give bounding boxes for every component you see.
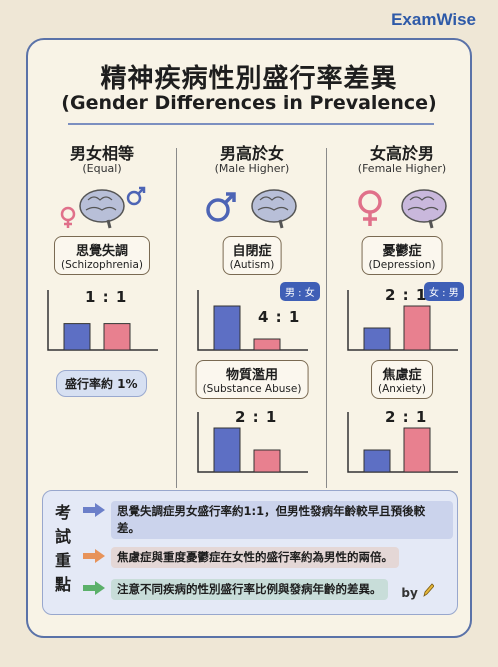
disorder-name-en: (Autism) — [229, 259, 275, 271]
gender-icons — [328, 180, 476, 230]
male-symbol-icon — [206, 192, 236, 222]
key-points-panel: 考試重點 思覺失調症男女盛行率約1:1，但男性發病年齡較早且預後較差。 焦慮症與… — [42, 490, 458, 615]
disorder-label-substance-abuse: 物質濫用 (Substance Abuse) — [195, 360, 309, 399]
column-heading: 男高於女 — [219, 144, 284, 163]
key-point-text: 思覺失調症男女盛行率約1:1，但男性發病年齡較早且預後較差。 — [111, 501, 453, 539]
disorder-label-anxiety: 焦慮症 (Anxiety) — [371, 360, 433, 399]
disorder-label-autism: 自閉症 (Autism) — [222, 236, 282, 275]
pencil-icon — [423, 583, 435, 597]
female-bar — [403, 427, 431, 473]
ratio-label: 4 : 1 — [258, 308, 301, 326]
disorder-name-en: (Schizophrenia) — [60, 259, 144, 271]
key-point-item: 注意不同疾病的性別盛行率比例與發病年齡的差異。 — [83, 579, 453, 600]
column-female-higher: 女高於男 (Female Higher) 憂鬱症 (Depression) 女 … — [328, 140, 476, 500]
column-subheading: (Female Higher) — [357, 162, 447, 175]
ratio-label: 2 : 1 — [385, 408, 428, 426]
ratio-bars — [197, 412, 308, 473]
disorder-name: 焦慮症 — [382, 368, 422, 383]
ratio-bars — [347, 412, 458, 473]
key-point-text: 注意不同疾病的性別盛行率比例與發病年齡的差異。 — [111, 579, 388, 600]
column-equal: 男女相等 (Equal) — [28, 140, 176, 500]
female-bar — [403, 305, 431, 351]
column-heading: 男女相等 — [69, 144, 134, 163]
ratio-chart: 4 : 1 — [192, 286, 312, 356]
arrow-right-icon — [83, 549, 105, 563]
arrow-right-icon — [83, 581, 105, 595]
disorder-label-depression: 憂鬱症 (Depression) — [361, 236, 443, 275]
byline-text: by — [401, 586, 418, 600]
key-point-text: 焦慮症與重度憂鬱症在女性的盛行率約為男性的兩倍。 — [111, 547, 399, 568]
male-bar — [213, 427, 241, 473]
column-subheading: (Equal) — [82, 162, 122, 175]
ratio-legend: 男 : 女 — [280, 282, 320, 301]
female-symbol-icon — [358, 190, 382, 226]
ratio-chart: 1 : 1 — [42, 286, 162, 356]
disorder-name: 物質濫用 — [225, 368, 279, 383]
male-bar — [63, 323, 91, 351]
female-symbol-icon — [60, 206, 76, 228]
female-bar — [253, 338, 281, 351]
key-point-item: 焦慮症與重度憂鬱症在女性的盛行率約為男性的兩倍。 — [83, 547, 453, 568]
ratio-label: 2 : 1 — [235, 408, 278, 426]
disorder-name-en: (Anxiety) — [378, 383, 426, 395]
column-divider — [176, 148, 177, 488]
male-symbol-icon — [126, 186, 146, 206]
page-title: 精神疾病性別盛行率差異 — [100, 64, 398, 94]
disorder-name: 憂鬱症 — [382, 244, 422, 259]
byline: by — [401, 583, 435, 600]
ratio-label: 1 : 1 — [85, 288, 128, 306]
prevalence-note: 盛行率約 1% — [56, 370, 147, 397]
ratio-bars — [347, 290, 458, 351]
ratio-label: 2 : 1 — [385, 286, 428, 304]
ratio-bars — [47, 290, 158, 351]
ratio-bars — [197, 290, 308, 351]
disorder-name: 自閉症 — [232, 244, 272, 259]
column-male-higher: 男高於女 (Male Higher) 自閉症 (Autism) 男 : 女 — [178, 140, 326, 500]
brain-icon — [251, 189, 297, 229]
ratio-chart: 2 : 1 — [342, 408, 462, 478]
disorder-name-en: (Depression) — [368, 259, 436, 271]
gender-icons — [28, 180, 176, 230]
gender-icons — [178, 180, 326, 230]
ratio-chart: 2 : 1 — [342, 286, 462, 356]
brand-logo: ExamWise — [391, 10, 476, 29]
infographic-card: 精神疾病性別盛行率差異 (Gender Differences in Preva… — [26, 38, 472, 638]
male-bar — [213, 305, 241, 351]
brain-icon — [401, 189, 447, 229]
disorder-name: 思覺失調 — [75, 244, 129, 259]
disorder-label-schizophrenia: 思覺失調 (Schizophrenia) — [53, 236, 151, 275]
page-subtitle: (Gender Differences in Prevalence) — [61, 92, 437, 114]
title-underline — [68, 123, 434, 125]
male-bar — [363, 327, 391, 351]
ratio-legend: 女 : 男 — [424, 282, 464, 301]
column-divider — [326, 148, 327, 488]
male-bar — [363, 449, 391, 473]
column-subheading: (Male Higher) — [214, 162, 290, 175]
ratio-chart: 2 : 1 — [192, 408, 312, 478]
female-bar — [253, 449, 281, 473]
key-points-title: 考試重點 — [54, 503, 71, 594]
arrow-right-icon — [83, 503, 105, 517]
female-bar — [103, 323, 131, 351]
column-heading: 女高於男 — [369, 144, 434, 163]
disorder-name-en: (Substance Abuse) — [202, 383, 302, 395]
brain-icon — [79, 189, 125, 229]
key-point-item: 思覺失調症男女盛行率約1:1，但男性發病年齡較早且預後較差。 — [83, 501, 453, 539]
